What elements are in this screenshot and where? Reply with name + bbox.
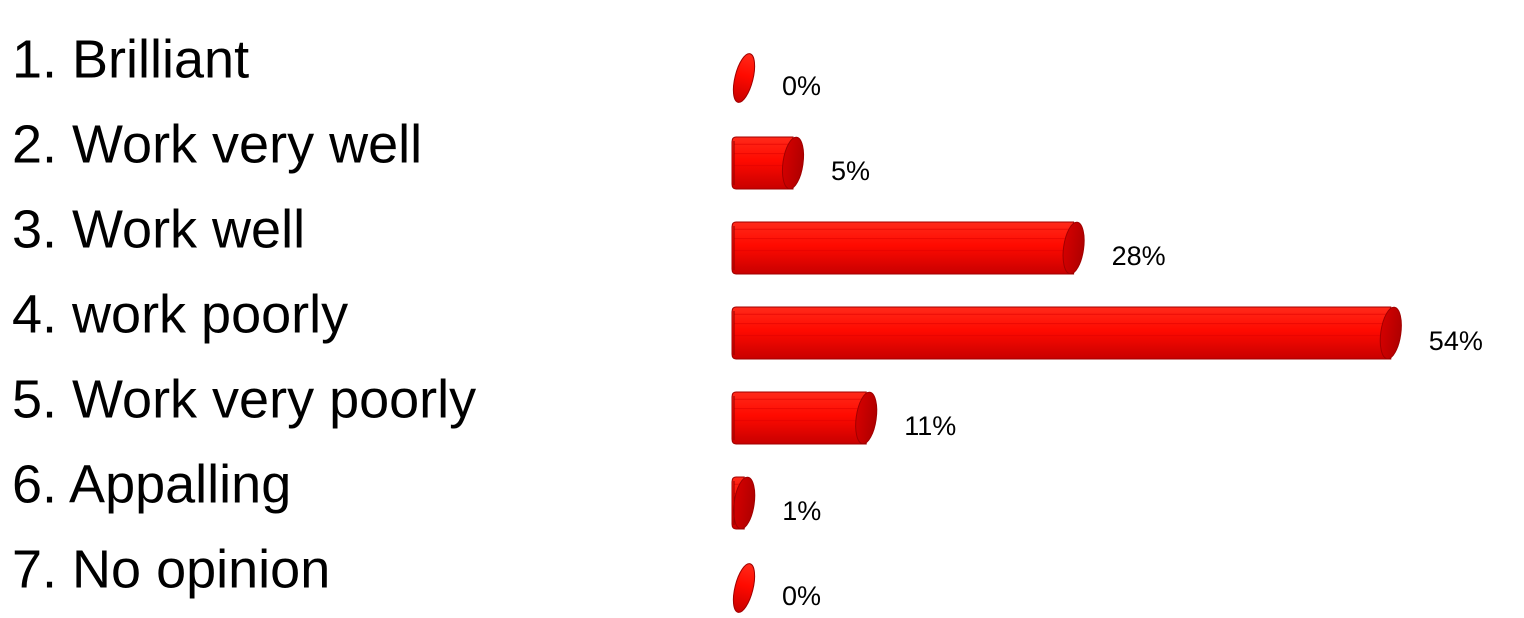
value-labels: 0% 5% 28% 54% 11% 1% 0% — [782, 71, 1483, 611]
category-label: 3. Work well — [12, 199, 305, 259]
bar — [731, 306, 1402, 360]
category-label: 2. Work very well — [12, 114, 422, 174]
bar — [731, 476, 756, 530]
category-label: 1. Brilliant — [12, 29, 249, 89]
value-label: 28% — [1112, 241, 1166, 271]
category-label: 4. work poorly — [12, 284, 348, 344]
value-label: 0% — [782, 71, 821, 101]
category-label: 6. Appalling — [12, 454, 291, 514]
bar — [732, 53, 756, 103]
category-label: 5. Work very poorly — [12, 369, 476, 429]
bar — [731, 391, 878, 445]
bar — [731, 221, 1085, 275]
bar — [731, 136, 805, 190]
bars — [731, 53, 1402, 613]
value-label: 11% — [904, 411, 956, 441]
value-label: 1% — [782, 496, 821, 526]
value-label: 54% — [1429, 326, 1483, 356]
category-labels: 1. Brilliant 2. Work very well 3. Work wel… — [12, 29, 476, 599]
value-label: 0% — [782, 581, 821, 611]
bar — [732, 563, 756, 613]
category-label: 7. No opinion — [12, 539, 330, 599]
value-label: 5% — [831, 156, 870, 186]
